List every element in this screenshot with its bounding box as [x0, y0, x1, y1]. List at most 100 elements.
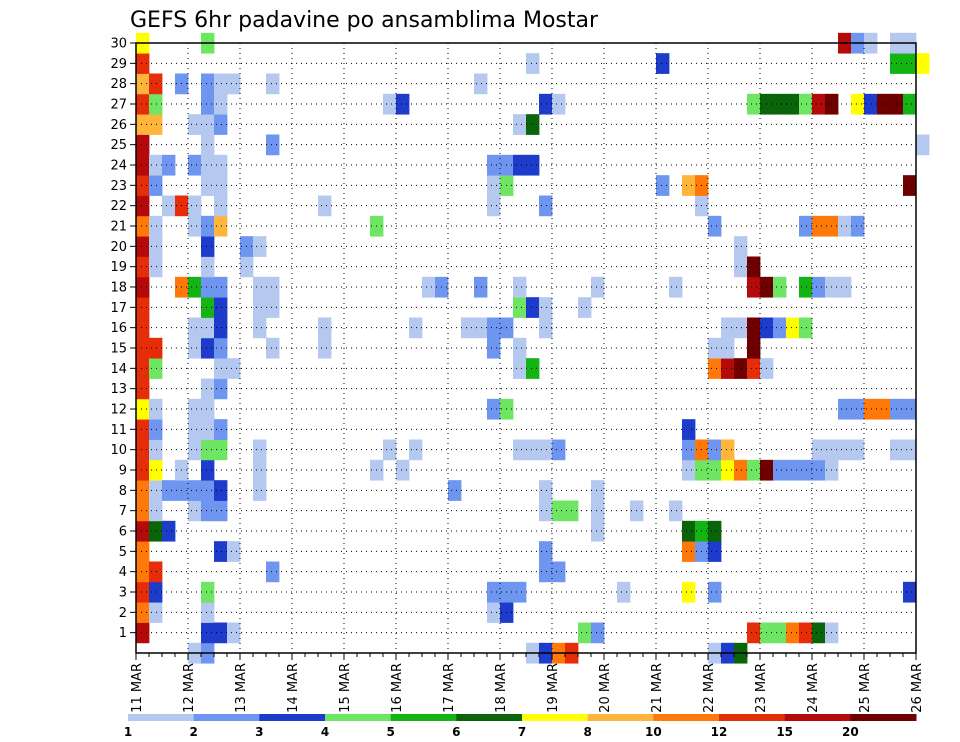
legend-swatch — [128, 714, 195, 721]
heatmap-cell — [266, 297, 280, 318]
heatmap-cell — [188, 439, 202, 461]
heatmap-cell — [149, 154, 163, 176]
legend-swatch — [784, 714, 851, 721]
y-tick-label: 5 — [119, 545, 127, 560]
heatmap-cell — [201, 622, 215, 644]
heatmap-cell — [136, 256, 150, 278]
heatmap-cell — [526, 358, 540, 379]
plot-frame — [135, 42, 917, 654]
heatmap-cell — [136, 53, 150, 74]
legend-swatch — [850, 714, 917, 721]
heatmap-cell — [201, 500, 215, 522]
heatmap-cell — [266, 561, 280, 583]
heatmap-cell — [786, 93, 800, 115]
legend-label: 20 — [842, 725, 859, 739]
heatmap-cell — [136, 93, 150, 115]
heatmap-cell — [903, 93, 917, 115]
heatmap-cell — [201, 602, 215, 623]
heatmap-cell — [474, 317, 488, 339]
heatmap-cell — [188, 154, 202, 176]
heatmap-cell — [747, 337, 761, 359]
x-tick-label: 17 MAR — [442, 663, 457, 713]
heatmap-cell — [773, 276, 787, 298]
heatmap-cell — [266, 73, 280, 95]
heatmap-cell — [149, 581, 163, 603]
heatmap-cell — [318, 195, 332, 217]
heatmap-cell — [201, 236, 215, 257]
heatmap-cell — [721, 358, 735, 379]
heatmap-cell — [214, 297, 228, 318]
heatmap-cell — [682, 520, 696, 542]
heatmap-cell — [149, 256, 163, 278]
legend-label: 6 — [452, 725, 460, 739]
heatmap-cell — [253, 317, 267, 339]
heatmap-cell — [188, 398, 202, 420]
heatmap-cell — [734, 236, 748, 257]
y-tick-label: 28 — [110, 77, 127, 92]
heatmap-cell — [513, 439, 527, 461]
heatmap-cell — [422, 276, 436, 298]
heatmap-cell — [136, 398, 150, 420]
heatmap-cell — [799, 215, 813, 237]
heatmap-cell — [773, 622, 787, 644]
heatmap-cell — [396, 93, 410, 115]
heatmap-cell — [708, 358, 722, 379]
heatmap-cell — [773, 459, 787, 481]
heatmap-cell — [227, 541, 241, 562]
heatmap-cell — [214, 541, 228, 562]
heatmap-cell — [201, 581, 215, 603]
heatmap-cell — [656, 53, 670, 74]
x-tick-label: 21 MAR — [650, 663, 665, 713]
x-tick-label: 26 MAR — [910, 663, 925, 713]
heatmap-cell — [526, 154, 540, 176]
heatmap-cell — [851, 439, 865, 461]
heatmap-cell — [591, 276, 605, 298]
heatmap-cell — [747, 93, 761, 115]
heatmap-cell — [201, 134, 215, 156]
heatmap-cell — [136, 134, 150, 156]
y-tick-label: 25 — [110, 138, 127, 153]
y-tick-label: 27 — [110, 98, 127, 113]
x-tick-label: 24 MAR — [806, 663, 821, 713]
legend-label: 7 — [518, 725, 526, 739]
heatmap-cell — [201, 93, 215, 115]
heatmap-cell — [721, 459, 735, 481]
heatmap-cell — [188, 195, 202, 217]
heatmap-cell — [851, 215, 865, 237]
y-tick-label: 16 — [110, 321, 127, 336]
heatmap-cell — [682, 419, 696, 440]
legend-swatch — [193, 714, 260, 721]
y-tick-label: 22 — [110, 199, 127, 214]
heatmap-cell — [721, 337, 735, 359]
legend-swatch — [719, 714, 786, 721]
chart-title: GEFS 6hr padavine po ansamblima Mostar — [130, 8, 599, 33]
heatmap-cell — [188, 500, 202, 522]
heatmap-cell — [214, 73, 228, 95]
heatmap-cell — [136, 459, 150, 481]
heatmap-cell — [487, 337, 501, 359]
y-tick-label: 4 — [119, 565, 127, 580]
heatmap-cell — [864, 93, 878, 115]
heatmap-cell — [136, 419, 150, 440]
heatmap-cell — [474, 73, 488, 95]
heatmap-cell — [136, 622, 150, 644]
heatmap-cell — [214, 622, 228, 644]
heatmap-cell — [721, 439, 735, 461]
heatmap-cell — [136, 317, 150, 339]
y-tick-label: 19 — [110, 260, 127, 275]
heatmap-cell — [136, 175, 150, 196]
heatmap-cell — [136, 297, 150, 318]
heatmap-cell — [513, 114, 527, 135]
heatmap-cell — [162, 195, 176, 217]
heatmap-cell — [864, 398, 878, 420]
heatmap-cell — [188, 215, 202, 237]
heatmap-cell — [149, 236, 163, 257]
heatmap-cell — [162, 480, 176, 501]
heatmap-cell — [487, 581, 501, 603]
heatmap-cell — [617, 581, 631, 603]
heatmap-cell — [682, 459, 696, 481]
heatmap-cell — [149, 439, 163, 461]
heatmap-cell — [149, 459, 163, 481]
heatmap-cell — [513, 154, 527, 176]
heatmap-cell — [201, 154, 215, 176]
